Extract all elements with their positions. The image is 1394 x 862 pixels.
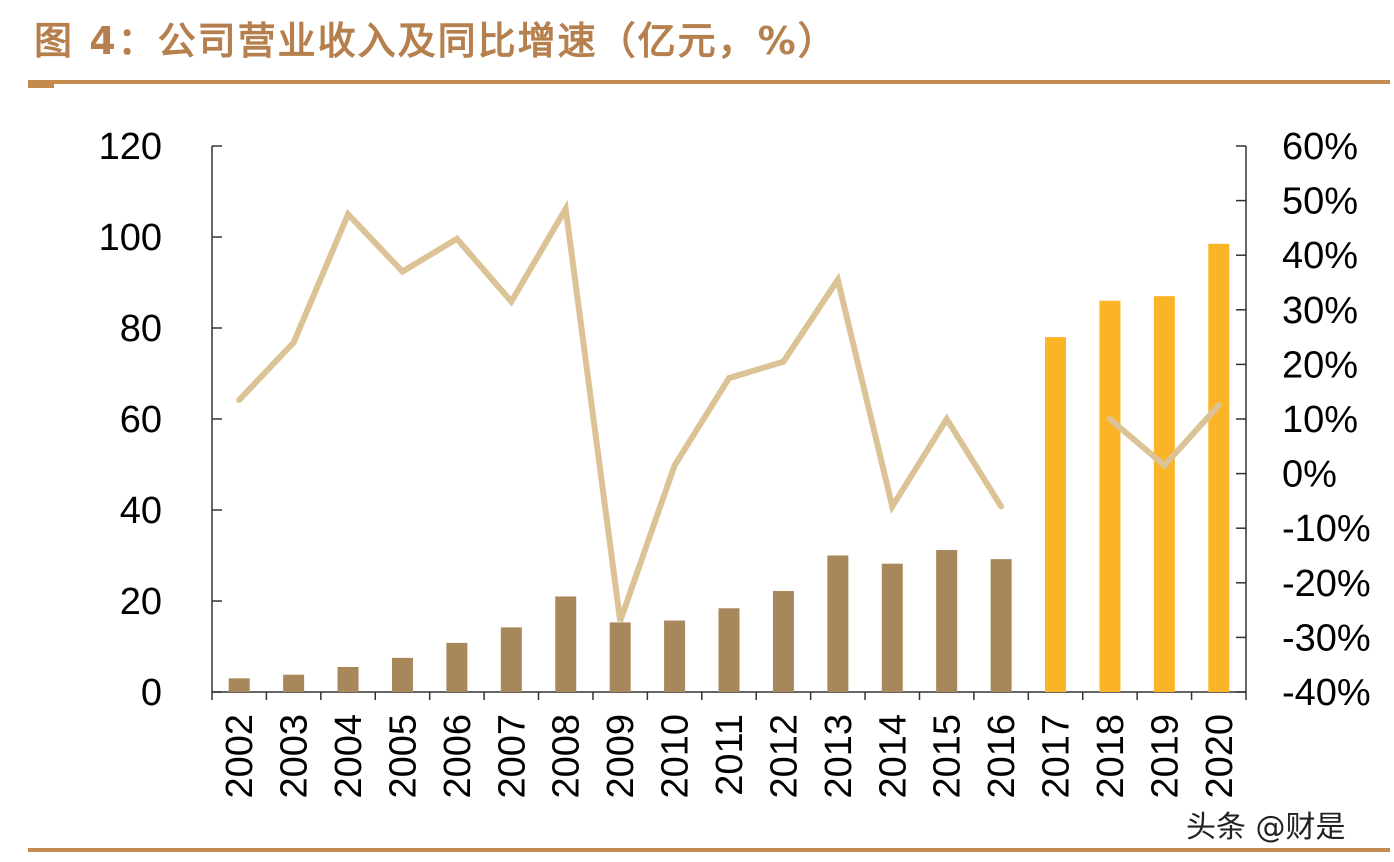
x-tick-label: 2002 bbox=[219, 714, 261, 799]
right-tick-label: 10% bbox=[1282, 399, 1358, 441]
left-axis-ticks: 0 20 40 60 80 100 120 bbox=[99, 126, 222, 714]
x-tick-label: 2020 bbox=[1199, 714, 1241, 799]
x-tick-label: 2005 bbox=[382, 714, 424, 799]
left-tick-label: 60 bbox=[120, 399, 162, 441]
revenue-bar bbox=[936, 550, 958, 692]
right-tick-label: 50% bbox=[1282, 181, 1358, 223]
revenue-bar bbox=[391, 657, 413, 692]
revenue-bar bbox=[664, 620, 686, 692]
right-tick-label: 30% bbox=[1282, 290, 1358, 332]
revenue-bar bbox=[446, 642, 468, 692]
revenue-bar bbox=[555, 596, 577, 692]
right-tick-label: 20% bbox=[1282, 344, 1358, 386]
right-tick-label: -20% bbox=[1282, 563, 1371, 605]
revenue-bar bbox=[337, 666, 359, 692]
left-tick-label: 0 bbox=[141, 672, 162, 714]
x-tick-label: 2004 bbox=[328, 714, 370, 799]
x-tick-label: 2016 bbox=[981, 714, 1023, 799]
footer-rule bbox=[28, 848, 1390, 852]
x-tick-label: 2015 bbox=[927, 714, 969, 799]
growth-line-segment bbox=[236, 199, 1005, 622]
revenue-bars bbox=[228, 243, 1230, 692]
x-tick-label: 2017 bbox=[1036, 714, 1078, 799]
left-tick-label: 20 bbox=[120, 581, 162, 623]
left-tick-label: 40 bbox=[120, 490, 162, 532]
x-tick-label: 2013 bbox=[818, 714, 860, 799]
revenue-bar bbox=[609, 622, 631, 692]
right-axis-ticks: -40% -30% -20% -10% 0% 10% 20% 30% 40% 50% 60% bbox=[1236, 126, 1371, 714]
revenue-bar bbox=[1099, 300, 1121, 692]
title-rule bbox=[28, 80, 1390, 84]
right-tick-label: 0% bbox=[1282, 454, 1337, 496]
revenue-bar bbox=[827, 555, 849, 692]
right-tick-label: -40% bbox=[1282, 672, 1371, 714]
x-tick-label: 2012 bbox=[763, 714, 805, 799]
growth-line bbox=[236, 199, 1222, 622]
right-tick-label: 40% bbox=[1282, 235, 1358, 277]
x-tick-label: 2019 bbox=[1144, 714, 1186, 799]
revenue-bar bbox=[1153, 296, 1175, 692]
revenue-bar bbox=[228, 678, 250, 692]
right-tick-label: -30% bbox=[1282, 617, 1371, 659]
source-watermark: 头条 @财是 bbox=[1186, 810, 1346, 845]
chart-title: 图 4：公司营业收入及同比增速（亿元，%） bbox=[34, 19, 838, 63]
revenue-bar bbox=[1208, 243, 1230, 692]
revenue-bar bbox=[283, 674, 305, 692]
x-tick-label: 2014 bbox=[872, 714, 914, 799]
revenue-bar bbox=[1045, 337, 1067, 692]
right-tick-label: -10% bbox=[1282, 508, 1371, 550]
left-tick-label: 120 bbox=[99, 126, 162, 168]
x-tick-label: 2008 bbox=[546, 714, 588, 799]
x-tick-label: 2009 bbox=[600, 714, 642, 799]
revenue-bar bbox=[881, 563, 903, 692]
x-axis-ticks: 2002 2003 2004 2005 2006 2007 2008 2009 2010 2011… bbox=[211, 692, 1247, 799]
revenue-bar bbox=[772, 590, 794, 692]
revenue-bar bbox=[718, 608, 740, 692]
right-tick-label: 60% bbox=[1282, 126, 1358, 168]
revenue-bar bbox=[500, 627, 522, 692]
x-tick-label: 2010 bbox=[655, 714, 697, 799]
x-tick-label: 2007 bbox=[491, 714, 533, 799]
revenue-bar bbox=[990, 559, 1012, 692]
title-rule-accent bbox=[28, 84, 54, 88]
left-tick-label: 80 bbox=[120, 308, 162, 350]
left-tick-label: 100 bbox=[99, 217, 162, 259]
x-tick-label: 2003 bbox=[274, 714, 316, 799]
x-tick-label: 2006 bbox=[437, 714, 479, 799]
x-tick-label: 2018 bbox=[1090, 714, 1132, 799]
x-tick-label: 2011 bbox=[709, 714, 751, 796]
